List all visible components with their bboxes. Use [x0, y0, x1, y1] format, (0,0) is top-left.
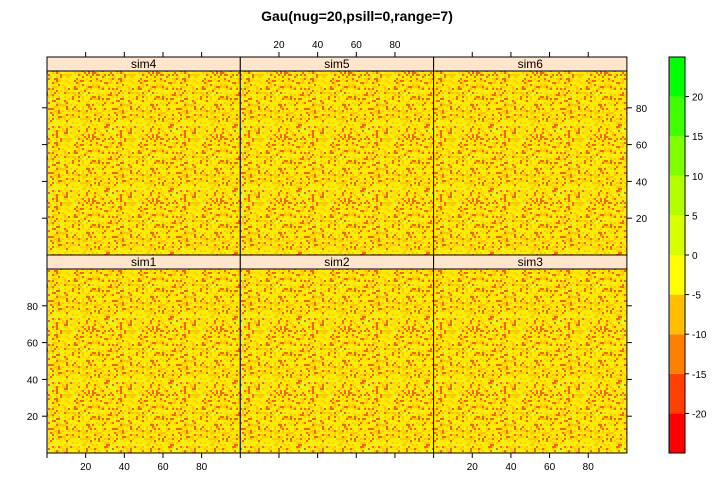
- x-tick-label-top: 60: [351, 40, 363, 51]
- colorkey-band: [669, 57, 685, 97]
- colorkey-band: [669, 373, 685, 414]
- colorkey-tick-label: 5: [692, 211, 698, 222]
- colorkey-band: [669, 96, 685, 137]
- x-tick-label: 20: [80, 462, 92, 473]
- colorkey-band: [669, 255, 685, 295]
- x-tick-label: 60: [544, 462, 556, 473]
- strip-label-sim6: sim6: [518, 57, 544, 71]
- panel-sim1: sim1: [46, 254, 241, 454]
- field-sim4: [46, 70, 241, 256]
- strip-label-sim1: sim1: [131, 255, 157, 269]
- y-tick-label-right: 60: [636, 141, 648, 152]
- colorkey-tick-label: 20: [692, 93, 704, 104]
- field-sim6: [433, 70, 628, 256]
- panel-sim5: sim5: [239, 56, 435, 256]
- axes: 20 40 60 80 20 40 60 80 20 40 60 80 20 40 60 80 20 40 60 80: [27, 40, 648, 473]
- colorkey-tick-label: 15: [692, 132, 704, 143]
- colorkey-band: [669, 413, 685, 453]
- colorkey-tick-label: -15: [692, 370, 707, 381]
- y-tick-label-right: 40: [636, 177, 648, 188]
- x-tick-label: 80: [583, 462, 595, 473]
- panel-grid: sim4 sim5 sim6 sim1 sim2 sim3: [46, 56, 628, 454]
- x-tick-label: 20: [467, 462, 479, 473]
- y-tick-label-right: 80: [636, 104, 648, 115]
- color-key: -20 -15 -10 -5 0 5 10 15 20: [668, 56, 707, 454]
- colorkey-band: [669, 215, 685, 255]
- colorkey-tick-label: -10: [692, 330, 707, 341]
- strip-label-sim2: sim2: [324, 255, 350, 269]
- colorkey-tick-label: 0: [692, 251, 698, 262]
- y-tick-label: 60: [27, 339, 39, 350]
- chart-title: Gau(nug=20,psill=0,range=7): [261, 8, 453, 24]
- y-tick-label: 80: [27, 302, 39, 313]
- field-sim2: [239, 268, 435, 454]
- panel-sim3: sim3: [433, 254, 628, 454]
- y-tick-label-right: 20: [636, 214, 648, 225]
- x-tick-label-top: 20: [273, 40, 285, 51]
- strip-label-sim5: sim5: [324, 57, 350, 71]
- colorkey-tick-label: -5: [692, 291, 701, 302]
- x-tick-label-top: 80: [389, 40, 401, 51]
- panel-sim6: sim6: [433, 56, 628, 256]
- colorkey-band: [669, 136, 685, 176]
- field-sim5: [239, 70, 435, 256]
- x-tick-label: 40: [119, 462, 131, 473]
- field-sim1: [46, 268, 241, 454]
- x-tick-label: 40: [505, 462, 517, 473]
- panel-sim4: sim4: [46, 56, 241, 256]
- x-tick-label-top: 40: [312, 40, 324, 51]
- y-tick-label: 40: [27, 375, 39, 386]
- panel-sim2: sim2: [239, 254, 435, 454]
- x-tick-label: 80: [196, 462, 208, 473]
- colorkey-band: [669, 294, 685, 335]
- field-sim3: [433, 268, 628, 454]
- colorkey-tick-label: 10: [692, 172, 704, 183]
- colorkey-band: [669, 175, 685, 216]
- x-tick-label: 60: [157, 462, 169, 473]
- y-tick-label: 20: [27, 412, 39, 423]
- colorkey-band: [669, 334, 685, 374]
- strip-label-sim4: sim4: [131, 57, 157, 71]
- strip-label-sim3: sim3: [518, 255, 544, 269]
- colorkey-tick-label: -20: [692, 409, 707, 420]
